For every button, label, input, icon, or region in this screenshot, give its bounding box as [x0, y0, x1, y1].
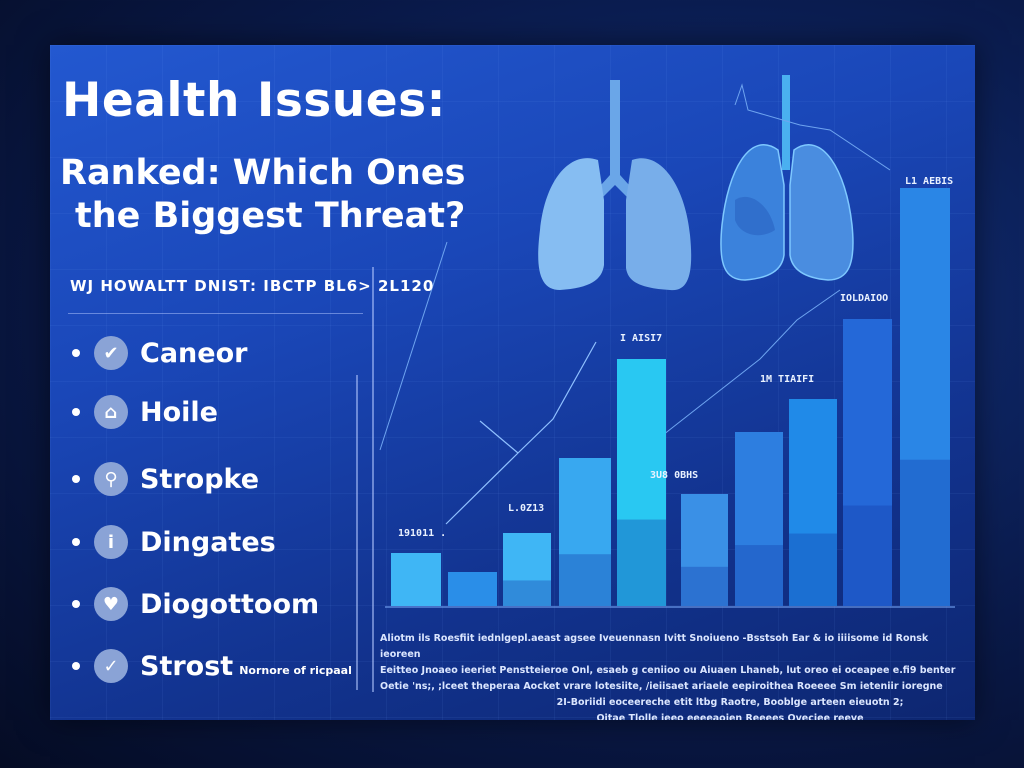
bar-shade [559, 554, 611, 606]
list-item-label: Strost [140, 650, 234, 682]
lungs-illustration-right [720, 75, 854, 281]
bullet [72, 600, 80, 608]
subtitle-line-1: Ranked: Which Ones [60, 153, 466, 193]
bar [900, 188, 950, 606]
bar-data-label: I AISI7 [620, 333, 662, 344]
list-item-label: Stropke [140, 463, 260, 495]
lungs-illustration-left [538, 80, 692, 291]
list-item-label: Dingates [140, 526, 276, 558]
bar-shade [617, 519, 666, 606]
footer-line: Aliotm ils Roesfiit iednlgepl.aeast agse… [380, 633, 929, 660]
bar-data-label: 191011 . [398, 528, 446, 539]
list-item: ✓ Strost Nornore of ricpaal [72, 648, 352, 684]
footer-text: Aliotm ils Roesfiit iednlgepl.aeast agse… [380, 631, 960, 720]
trend-lines [379, 83, 891, 525]
infographic-panel: 191011 . L.0Z13 I AISI7 3U8 0BHS 1M TIAIFI IO… [50, 45, 975, 720]
bullet [72, 349, 80, 357]
bar [617, 359, 666, 606]
bullet [72, 662, 80, 670]
list-item-note: Nornore of ricpaal [239, 663, 352, 677]
bar-shade [789, 533, 837, 606]
bar-data-label: L.0Z13 [508, 503, 544, 514]
divider [68, 313, 363, 314]
bar [448, 572, 497, 606]
list-item: ⚲ Stropke [72, 461, 259, 497]
bar-shade [735, 545, 783, 606]
bullet [72, 475, 80, 483]
list-item-label: Hoile [140, 396, 218, 428]
list-item-label: Diogottoom [140, 588, 320, 620]
bar [843, 319, 892, 606]
info-icon: i [94, 525, 128, 559]
list-item-label: Caneor [140, 337, 248, 369]
list-item: i Dingates [72, 524, 276, 560]
bar [503, 533, 551, 606]
bar [735, 432, 783, 606]
bar [559, 458, 611, 606]
divider-vertical [372, 267, 374, 692]
list-item: ⌂ Hoile [72, 394, 218, 430]
divider-vertical-inner [356, 375, 358, 690]
bar-data-label: 3U8 0BHS [650, 470, 698, 481]
house-icon: ⌂ [94, 395, 128, 429]
bar [391, 553, 441, 606]
bar-data-label: IOLDAIOO [840, 293, 888, 304]
check-icon: ✔ [94, 336, 128, 370]
bar-shade [503, 580, 551, 606]
bar-shade [843, 505, 892, 606]
bullet [72, 538, 80, 546]
bullet [72, 408, 80, 416]
bar-data-label: 1M TIAIFI [760, 374, 814, 385]
heart-icon: ♥ [94, 587, 128, 621]
footer-line: Oetie 'ns;, ;lceet theperaa Aocket vrare… [380, 681, 943, 692]
chart-area: 191011 . L.0Z13 I AISI7 3U8 0BHS 1M TIAIFI IO… [379, 75, 955, 608]
page-title: Health Issues: [62, 73, 446, 128]
search-icon: ⚲ [94, 462, 128, 496]
bar-shade [900, 459, 950, 606]
footer-line: Eeitteo Jnoaeo ieeriet Penstteieroe Onl,… [380, 665, 956, 676]
meta-caption: WJ HOWALTT DNIST: IBCTP BL6> 2L120 [70, 277, 435, 295]
list-item: ♥ Diogottoom [72, 586, 319, 622]
subtitle-line-2: the Biggest Threat? [75, 196, 466, 236]
list-item: ✔ Caneor [72, 335, 247, 371]
check-icon: ✓ [94, 649, 128, 683]
bar [789, 399, 837, 606]
bar [681, 494, 728, 606]
footer-line: Oitae Tlolle ieeo eeeeaoien Reeees Qveci… [596, 713, 864, 720]
bar-shade [681, 566, 728, 606]
bar-data-label: L1 AEBIS [905, 176, 953, 187]
footer-line: 2I-Boriidi eoceereche etit ltbg Raotre, … [556, 697, 904, 708]
